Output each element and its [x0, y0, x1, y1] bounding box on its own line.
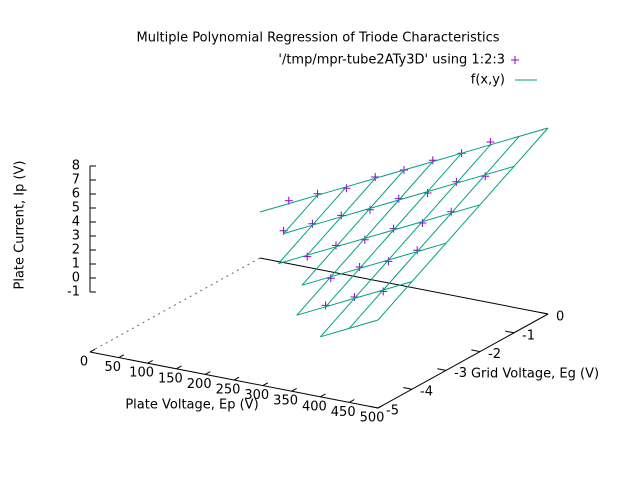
x-tick	[204, 371, 211, 375]
z-tick-label: 3	[72, 229, 80, 244]
y-tick	[369, 405, 379, 409]
y-tick-label: -2	[488, 347, 501, 362]
y-tick-label: -1	[522, 328, 535, 343]
z-tick-label: 2	[72, 243, 80, 258]
x-tick-label: 150	[158, 371, 183, 386]
data-point	[384, 257, 393, 266]
x-tick-label: 250	[216, 383, 241, 398]
data-point	[447, 207, 456, 216]
y-tick-label: -3	[454, 366, 467, 381]
surface-column	[377, 127, 549, 321]
x-tick-label: 450	[331, 405, 356, 420]
data-point	[366, 205, 374, 214]
x-tick	[377, 404, 384, 409]
surface-column	[325, 152, 462, 308]
x-tick	[118, 354, 125, 359]
data-point	[332, 241, 340, 250]
z-tick-label: 4	[72, 215, 80, 230]
y-tick	[471, 349, 481, 353]
x-tick	[233, 376, 240, 381]
x-tick	[147, 359, 153, 364]
z-tick-label: 1	[72, 257, 80, 272]
data-point	[371, 173, 380, 181]
data-point	[337, 211, 346, 220]
x-tick-label: 0	[80, 355, 88, 370]
data-point	[389, 224, 398, 233]
data-point	[452, 177, 461, 186]
x-tick-label: 300	[244, 388, 269, 403]
legend-marker	[511, 56, 519, 64]
x-tick-label: 50	[105, 360, 122, 375]
surface-column	[296, 161, 434, 316]
data-point	[413, 246, 422, 255]
surface-column	[306, 178, 376, 256]
base-edge	[259, 257, 549, 315]
chart-title: Multiple Polynomial Regression of Triode…	[136, 31, 499, 46]
x-tick	[348, 399, 355, 403]
base-edge	[377, 313, 549, 409]
x-tick	[89, 348, 96, 353]
data-point	[350, 293, 359, 301]
surface-row	[301, 242, 447, 286]
surface-column	[278, 186, 347, 264]
x-tick-label: 500	[360, 411, 385, 426]
x-tick-label: 100	[129, 366, 154, 381]
x-tick-label: 400	[302, 399, 327, 414]
surface-column	[320, 144, 491, 338]
x-tick	[176, 365, 182, 370]
data-point	[321, 301, 330, 310]
data-point	[326, 274, 335, 283]
y-tick-label: -4	[420, 385, 433, 400]
surface-row	[278, 204, 481, 265]
y-tick	[539, 311, 549, 315]
data-point	[379, 287, 388, 296]
x-tick	[320, 393, 326, 398]
y-tick	[505, 330, 515, 334]
z-tick-label: 8	[72, 159, 80, 174]
z-tick-label: 7	[72, 173, 80, 188]
data-point	[418, 219, 427, 227]
data-point	[481, 172, 490, 181]
data-point	[423, 189, 432, 197]
x-tick	[291, 387, 297, 392]
data-point	[313, 189, 322, 198]
z-tick-label: -1	[67, 285, 80, 300]
base-edge	[89, 257, 261, 353]
z-axis-label: Plate Current, Ip (V)	[13, 161, 28, 290]
y-tick	[403, 387, 413, 390]
legend-label: f(x,y)	[471, 73, 505, 88]
y-axis-label: Grid Voltage, Eg (V)	[471, 367, 599, 382]
y-tick-label: -5	[386, 404, 399, 419]
data-point	[428, 156, 437, 165]
z-tick-label: 5	[72, 201, 80, 216]
data-point	[303, 252, 312, 261]
legend-label: '/tmp/mpr-tube2ATy3D' using 1:2:3	[278, 53, 505, 68]
surface-column	[301, 169, 405, 286]
x-tick-label: 350	[273, 394, 298, 409]
surface-column	[283, 194, 318, 234]
z-tick-label: 0	[72, 271, 80, 286]
data-point	[355, 263, 364, 271]
x-axis-label: Plate Voltage, Ep (V)	[125, 398, 258, 413]
x-tick	[262, 382, 269, 387]
data-point	[360, 235, 369, 244]
data-point	[342, 184, 351, 193]
y-tick	[437, 368, 447, 371]
z-tick-label: 6	[72, 187, 80, 202]
surface-column	[348, 136, 520, 329]
y-tick-label: 0	[556, 310, 564, 325]
x-tick-label: 200	[187, 377, 212, 392]
data-point	[394, 194, 403, 203]
data-point	[308, 219, 317, 228]
